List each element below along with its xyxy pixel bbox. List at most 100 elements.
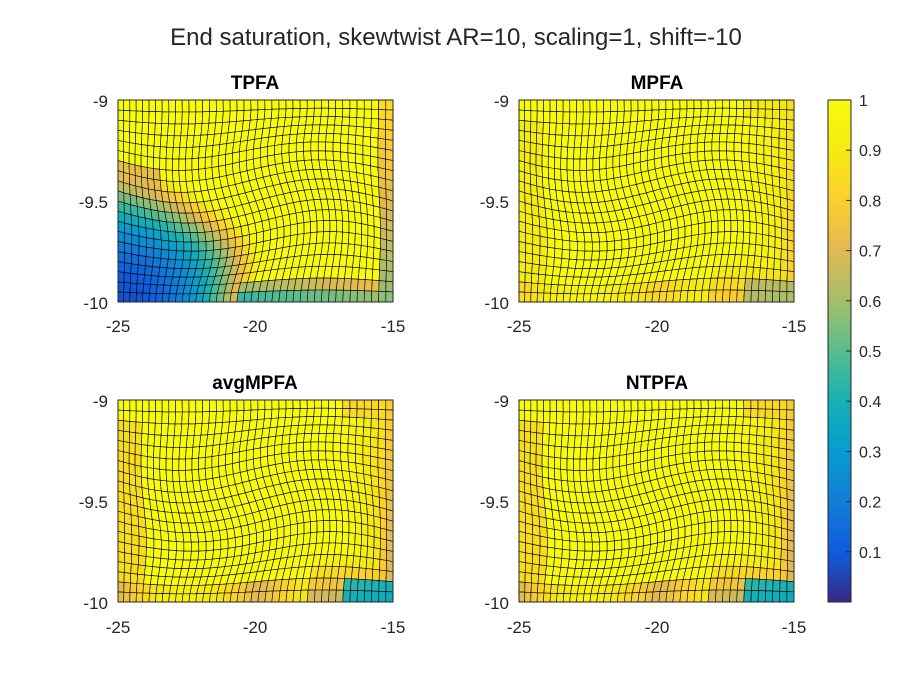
grid-cell <box>568 549 578 561</box>
grid-cell <box>225 452 233 466</box>
grid-cell <box>128 431 137 444</box>
grid-cell <box>748 152 758 164</box>
grid-cell <box>756 135 765 146</box>
grid-cell <box>285 399 294 410</box>
grid-cell <box>653 147 662 160</box>
grid-cell <box>755 522 763 535</box>
grid-cell <box>175 241 185 252</box>
grid-cell <box>326 416 336 426</box>
grid-cell <box>714 99 723 109</box>
grid-cell <box>538 564 547 576</box>
grid-cell <box>786 260 795 273</box>
grid-cell <box>117 241 126 254</box>
grid-cell <box>140 166 148 179</box>
grid-cell <box>153 538 162 550</box>
grid-cell <box>728 107 738 117</box>
grid-cell <box>668 154 677 167</box>
grid-cell <box>129 410 137 423</box>
grid-cell <box>195 99 204 113</box>
grid-cell <box>518 271 526 283</box>
grid-cell <box>172 158 180 171</box>
grid-cell <box>198 168 207 181</box>
grid-cell <box>760 202 769 215</box>
grid-cell <box>242 534 250 547</box>
grid-cell <box>256 530 264 544</box>
grid-cell <box>596 99 605 113</box>
grid-cell <box>560 146 569 160</box>
grid-cell <box>518 99 526 111</box>
grid-cell <box>554 547 563 559</box>
grid-cell <box>561 248 571 260</box>
grid-cell <box>566 469 575 482</box>
grid-cell <box>130 573 138 584</box>
grid-cell <box>524 562 533 574</box>
grid-cell <box>781 527 789 541</box>
grid-cell <box>741 151 750 163</box>
grid-cell <box>318 124 328 134</box>
grid-cell <box>729 531 738 544</box>
grid-cell <box>371 99 379 110</box>
colorbar-tick-label: 0.7 <box>859 244 881 261</box>
grid-cell <box>696 141 705 153</box>
grid-cell <box>137 564 146 576</box>
grid-cell <box>211 466 220 479</box>
grid-cell <box>340 460 350 472</box>
grid-cell <box>771 446 780 458</box>
grid-cell <box>650 409 660 421</box>
grid-cell <box>614 239 623 251</box>
grid-cell <box>639 150 648 163</box>
grid-cell <box>686 408 695 418</box>
grid-cell <box>553 529 563 541</box>
grid-cell <box>583 250 593 261</box>
grid-cell <box>386 519 394 532</box>
grid-cell <box>749 232 757 245</box>
grid-cell <box>536 421 544 434</box>
grid-cell <box>117 520 126 534</box>
grid-cell <box>131 244 140 256</box>
grid-cell <box>781 227 789 241</box>
grid-cell <box>541 155 549 168</box>
grid-cell <box>582 111 591 125</box>
grid-cell <box>700 289 710 303</box>
grid-cell <box>658 399 667 411</box>
grid-cell <box>123 282 131 293</box>
grid-cell <box>270 108 280 119</box>
grid-cell <box>128 473 137 487</box>
grid-cell <box>152 529 162 541</box>
grid-cell <box>735 416 744 426</box>
grid-cell <box>320 399 329 409</box>
grid-cell <box>548 122 557 136</box>
grid-cell <box>153 547 162 559</box>
grid-cell <box>204 467 214 480</box>
x-tick-label: -20 <box>645 317 670 336</box>
grid-cell <box>686 399 695 410</box>
grid-cell <box>117 591 125 603</box>
grid-cell <box>385 148 394 161</box>
grid-cell <box>142 110 150 124</box>
grid-cell <box>264 99 273 110</box>
grid-cell <box>184 158 193 171</box>
grid-cell <box>211 455 220 468</box>
grid-cell <box>560 457 568 471</box>
grid-cell <box>535 132 544 145</box>
grid-cell <box>741 451 750 463</box>
grid-cell <box>628 237 637 249</box>
grid-cell <box>763 135 773 147</box>
grid-cell <box>315 231 324 244</box>
grid-cell <box>129 592 137 603</box>
grid-cell <box>576 550 586 561</box>
grid-cell <box>671 408 681 419</box>
grid-cell <box>288 451 298 463</box>
grid-cell <box>786 429 795 441</box>
grid-cell <box>299 407 308 418</box>
grid-cell <box>215 110 224 124</box>
grid-cell <box>131 544 140 556</box>
grid-cell <box>365 257 374 270</box>
grid-cell <box>117 109 124 122</box>
grid-cell <box>347 134 357 145</box>
grid-cell <box>148 399 156 412</box>
grid-cell <box>379 248 387 261</box>
grid-cell <box>188 399 197 413</box>
grid-cell <box>759 556 769 569</box>
grid-cell <box>181 399 190 413</box>
